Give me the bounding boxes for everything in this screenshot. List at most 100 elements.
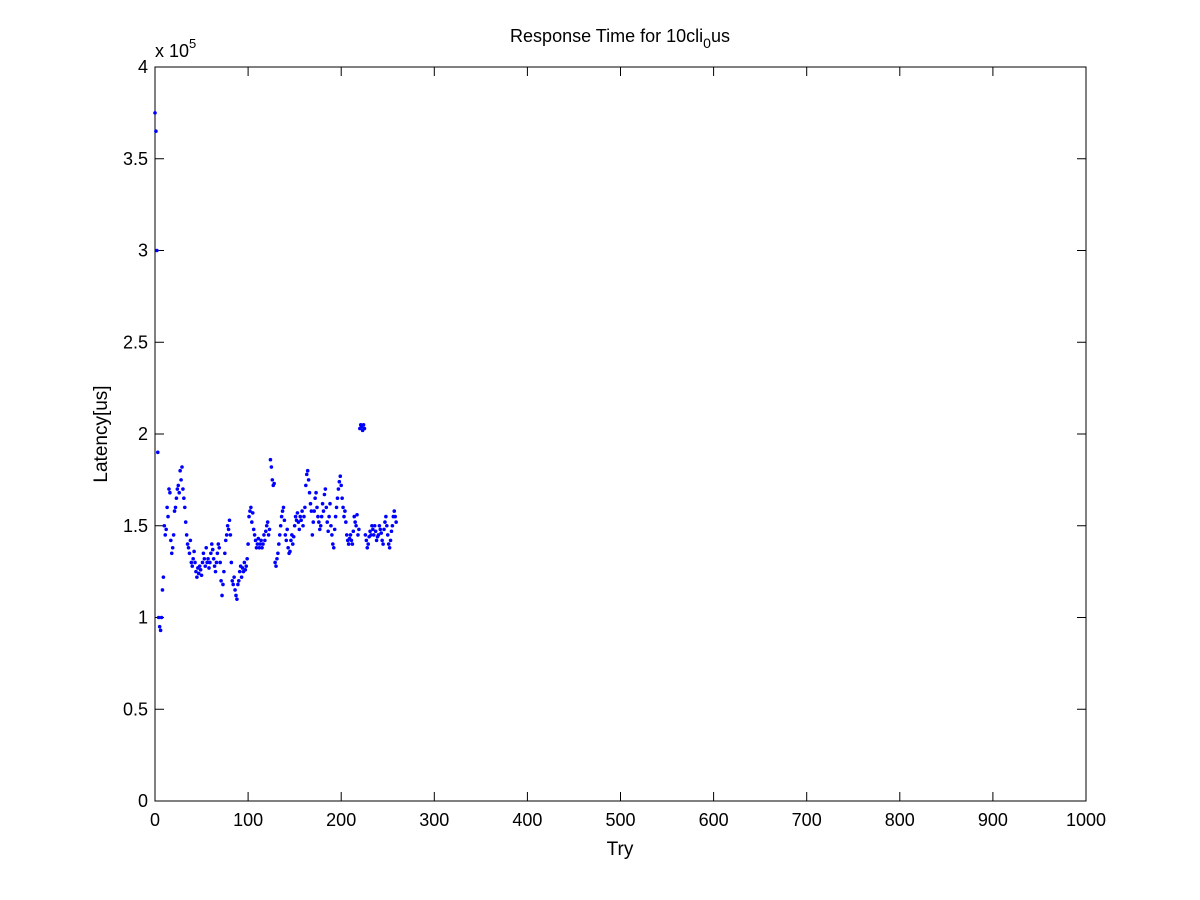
data-point [258, 542, 263, 546]
data-point [183, 520, 188, 524]
data-point [188, 538, 193, 543]
data-point [334, 505, 339, 510]
data-point [177, 490, 182, 495]
data-point [324, 505, 329, 510]
data-point [263, 529, 268, 534]
data-point [250, 520, 254, 524]
data-point [245, 556, 249, 561]
data-point [236, 582, 240, 587]
data-point [284, 538, 289, 543]
data-point [174, 496, 179, 501]
data-point [317, 527, 322, 532]
data-point [176, 483, 181, 488]
data-point [349, 538, 354, 543]
data-point [305, 468, 310, 473]
x-tick-label: 500 [605, 810, 635, 830]
data-point [182, 496, 186, 501]
data-point [274, 564, 278, 568]
data-point [159, 615, 164, 620]
data-point [261, 542, 265, 546]
x-tick-label: 400 [512, 810, 542, 830]
data-point [387, 545, 392, 550]
y-tick-label: 3.5 [123, 149, 148, 169]
data-point [290, 542, 295, 546]
data-point [173, 505, 178, 510]
y-tick-label: 0 [138, 791, 148, 811]
data-point [157, 624, 162, 629]
data-point [233, 588, 237, 592]
data-point [335, 496, 340, 501]
data-point [213, 569, 218, 574]
data-point [275, 556, 279, 561]
data-point [310, 533, 315, 537]
data-point [341, 505, 345, 510]
data-point [192, 549, 196, 554]
data-point [273, 560, 277, 565]
x-tick-label: 700 [792, 810, 822, 830]
data-point [318, 523, 323, 528]
data-point [279, 514, 284, 519]
data-point [182, 505, 187, 510]
data-point [231, 582, 236, 587]
data-point [317, 520, 321, 524]
data-point [217, 545, 222, 550]
data-point [393, 514, 397, 519]
data-point [170, 545, 175, 550]
data-point [315, 505, 319, 510]
data-point [299, 518, 303, 523]
data-point [169, 551, 174, 556]
data-point [175, 487, 180, 491]
data-point [153, 111, 157, 115]
data-point [218, 560, 222, 565]
data-point [225, 523, 230, 528]
data-point [184, 533, 189, 537]
y-axis-label: Latency[us] [91, 385, 112, 482]
data-point [277, 542, 281, 546]
data-point [327, 514, 331, 519]
data-point [361, 423, 366, 427]
axis-ticks [154, 66, 1087, 802]
data-point [332, 527, 337, 532]
data-point [193, 560, 197, 565]
data-point [211, 556, 216, 561]
data-point [278, 523, 283, 528]
data-point [250, 511, 255, 515]
data-point [209, 551, 213, 556]
data-point [364, 538, 369, 543]
data-point [362, 426, 367, 431]
data-point [232, 575, 236, 579]
y-tick-label: 1.5 [123, 516, 148, 536]
data-point [330, 533, 334, 537]
data-point [374, 538, 379, 543]
data-point [319, 514, 324, 519]
data-point [385, 523, 389, 528]
data-point [202, 556, 207, 561]
data-point [164, 527, 168, 532]
data-point [314, 490, 318, 495]
data-point [224, 533, 229, 537]
data-point [216, 542, 221, 546]
data-point [179, 478, 183, 482]
data-point [379, 531, 384, 535]
data-point [336, 487, 341, 491]
data-point [165, 505, 169, 510]
data-point [282, 518, 287, 523]
data-point [331, 542, 335, 546]
data-point [300, 509, 304, 513]
data-point [235, 597, 239, 601]
data-point [369, 533, 373, 537]
data-point [264, 523, 269, 528]
data-point [288, 549, 292, 554]
data-point [328, 501, 332, 506]
y-exponent-base: x 10 [155, 41, 189, 61]
data-point [296, 520, 301, 524]
data-point [385, 533, 390, 537]
data-point [357, 527, 361, 532]
data-point [292, 523, 297, 528]
y-exponent-power: 5 [189, 36, 196, 51]
data-point [209, 542, 214, 546]
data-point [246, 542, 250, 546]
chart-title-suffix: us [711, 26, 730, 46]
plot-area [154, 66, 1087, 802]
data-point [223, 551, 227, 556]
